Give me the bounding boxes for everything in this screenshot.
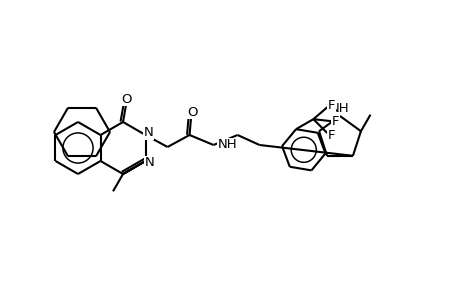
Text: NH: NH: [217, 139, 237, 152]
Text: F: F: [327, 99, 335, 112]
Text: O: O: [186, 106, 197, 118]
Text: NH: NH: [330, 101, 349, 115]
Text: O: O: [121, 93, 131, 106]
Text: N: N: [143, 127, 153, 140]
Text: F: F: [327, 129, 335, 142]
Text: N: N: [145, 157, 154, 169]
Text: F: F: [331, 115, 338, 128]
